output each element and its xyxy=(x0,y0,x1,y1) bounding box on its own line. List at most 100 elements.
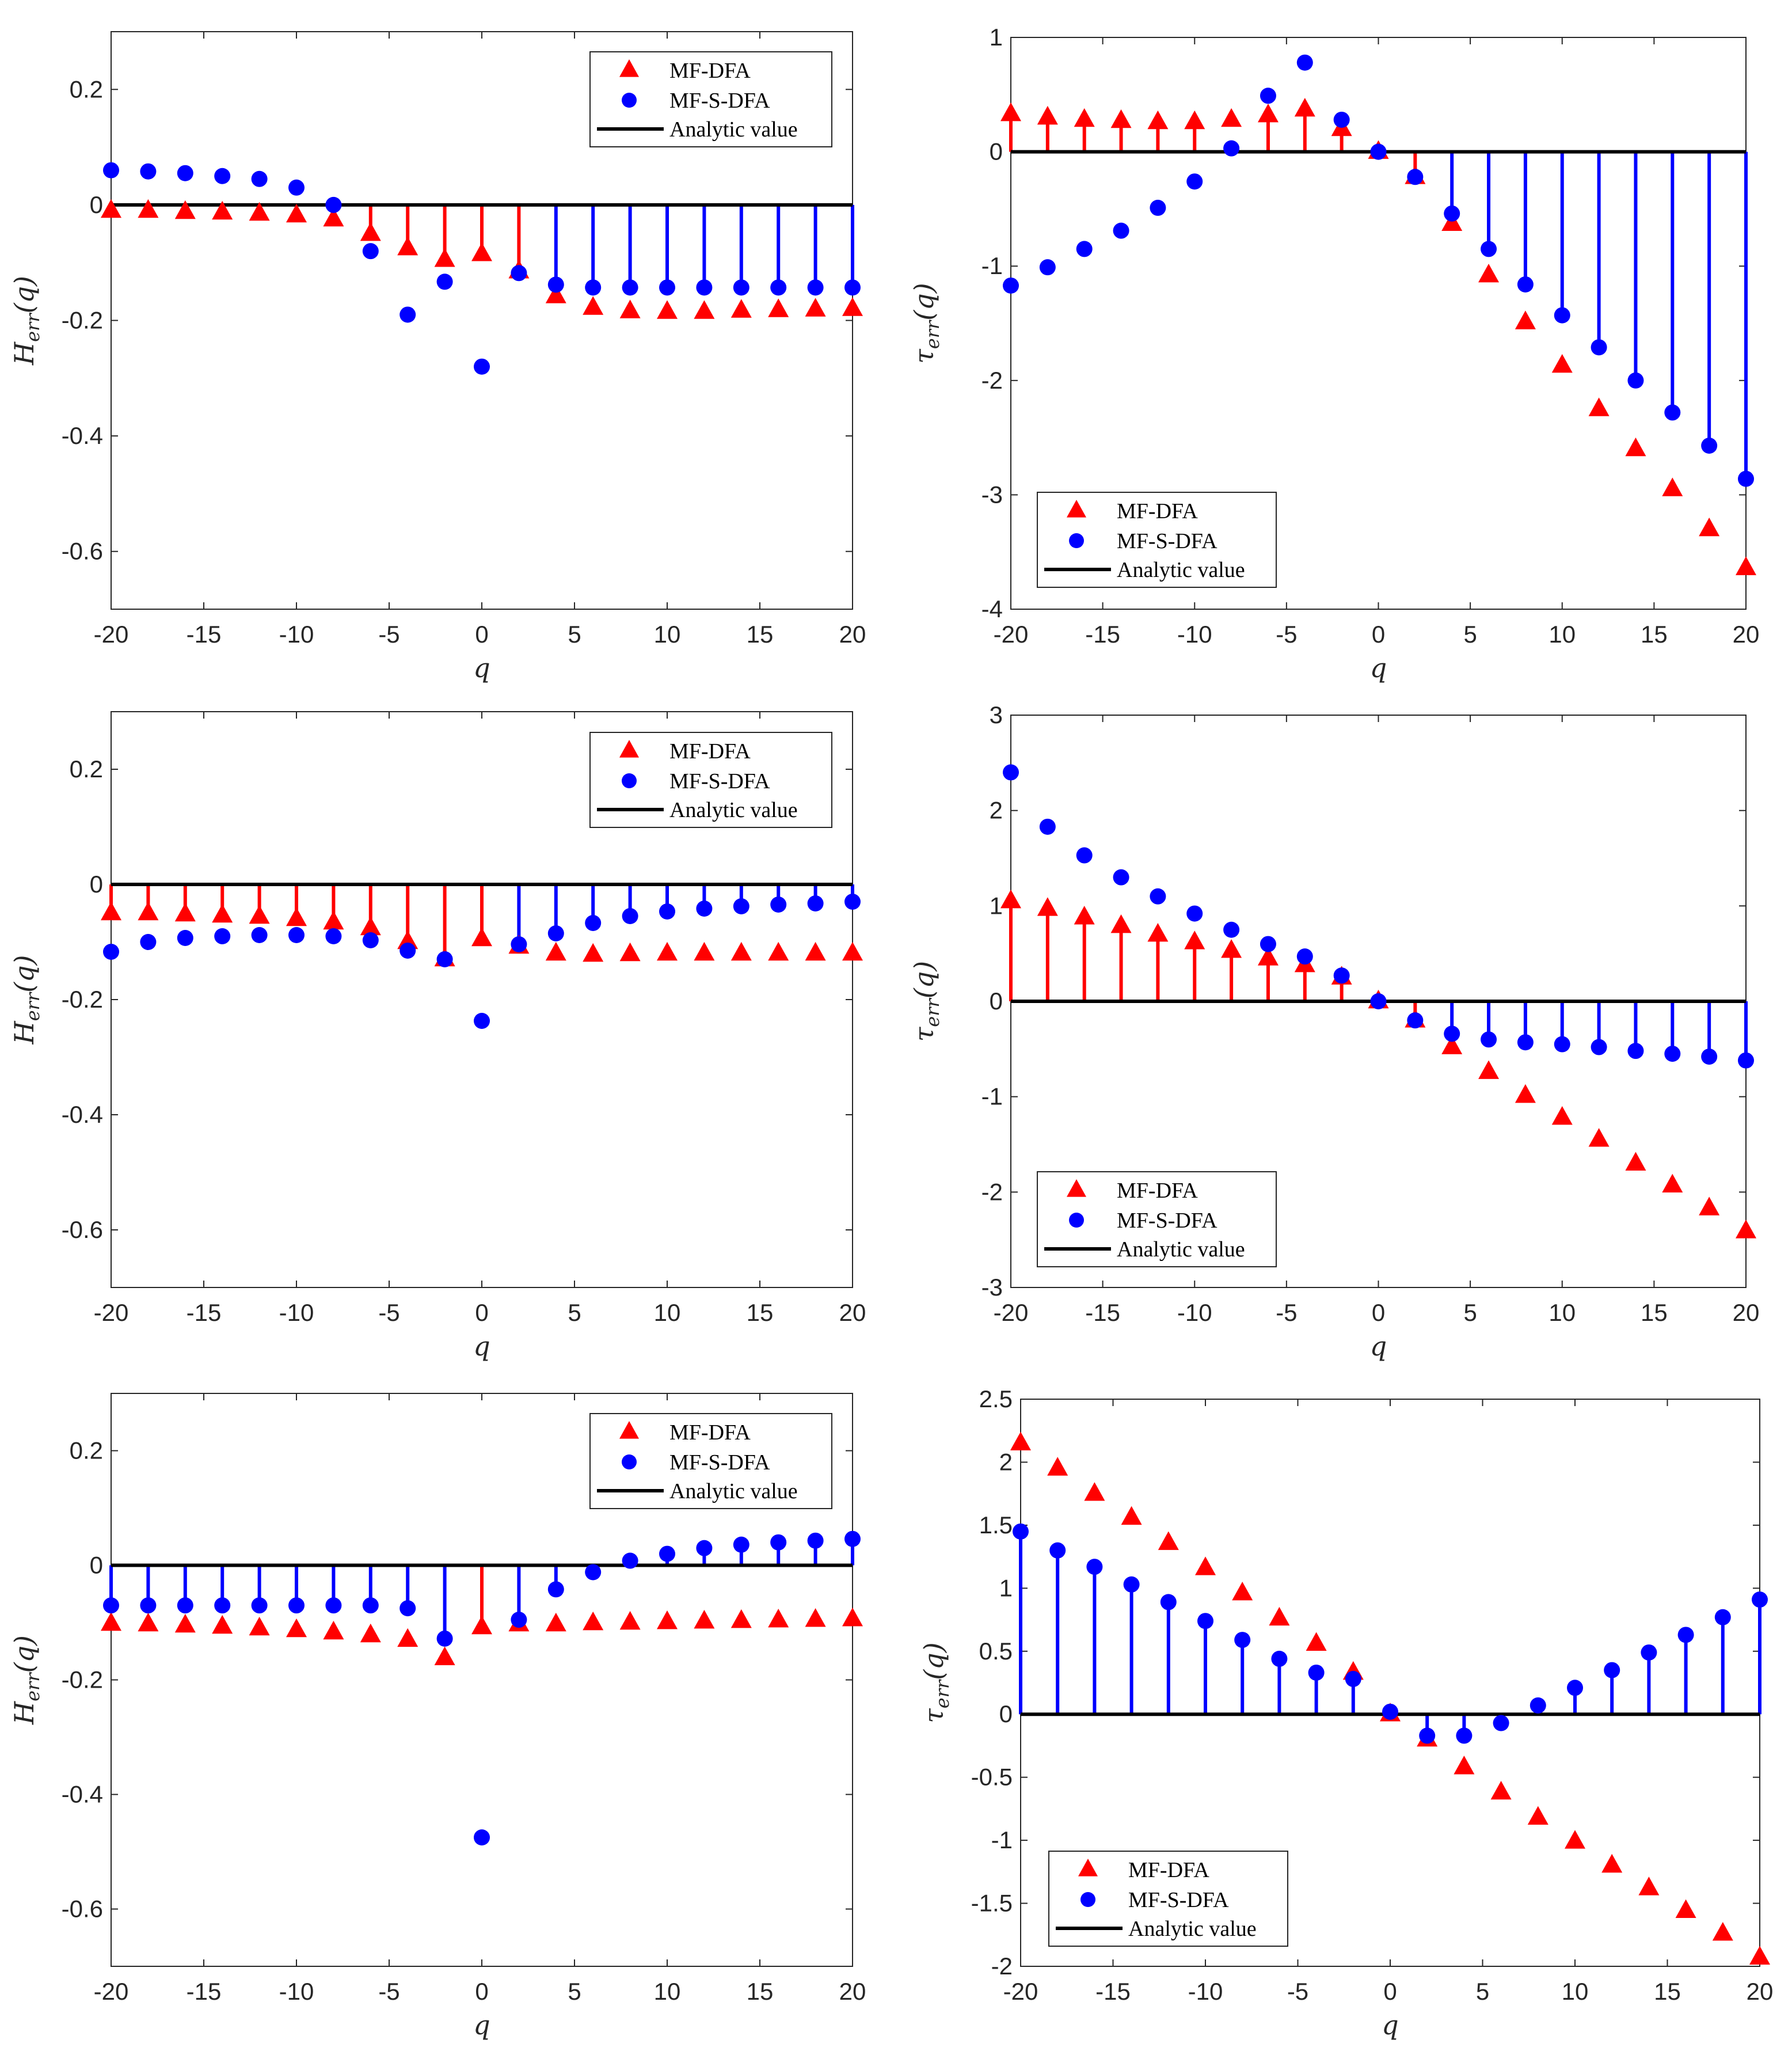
mfsdfa-marker xyxy=(547,1581,564,1598)
legend-label: Analytic value xyxy=(669,798,798,822)
chart-panel-middle-right: -20 -15 -10 -5 0 5 10 15 20-3-2-10123qτerr(q)MF-… xyxy=(908,701,1759,1362)
y-axis-label: τerr(q) xyxy=(918,1642,953,1723)
chart-panel-middle-left: -20 -15 -10 -5 0 5 10 15 20 -0.6 -0.4 -0.2 0 0.2 q Herr… xyxy=(9,711,866,1362)
mfdfa-marker xyxy=(805,298,826,317)
x-tick-label: 15 xyxy=(747,1978,774,2005)
x-tick-label: -20 xyxy=(994,1299,1029,1326)
mfsdfa-marker xyxy=(770,279,787,296)
mfsdfa-marker xyxy=(177,1597,193,1614)
x-tick-label: 0 xyxy=(1383,1978,1397,2005)
mfdfa-marker xyxy=(1037,105,1058,125)
x-tick-label: -10 xyxy=(279,621,314,648)
mfdfa-marker xyxy=(1110,109,1132,128)
mfdfa-marker xyxy=(1147,922,1169,942)
mfsdfa-marker xyxy=(1223,140,1240,157)
mfsdfa-marker xyxy=(1150,888,1166,905)
mfdfa-marker xyxy=(212,1615,233,1634)
mfdfa-marker xyxy=(619,942,641,962)
mfsdfa-marker xyxy=(1013,1523,1029,1540)
x-tick-label: 15 xyxy=(1641,1299,1668,1326)
mfsdfa-marker xyxy=(1260,88,1276,104)
mfdfa-marker xyxy=(619,1610,641,1630)
mfdfa-marker xyxy=(138,1612,159,1632)
mfdfa-marker xyxy=(842,941,863,961)
mfsdfa-marker xyxy=(214,168,231,184)
mfsdfa-marker xyxy=(733,1536,749,1553)
legend: MF-DFA MF-S-DFA Analytic value xyxy=(1037,1171,1277,1267)
x-tick-label: 20 xyxy=(1747,1978,1774,2005)
mfdfa-marker xyxy=(434,1646,455,1666)
legend-label: MF-S-DFA xyxy=(1128,1888,1229,1912)
mfsdfa-marker xyxy=(140,163,157,180)
mfdfa-marker xyxy=(471,927,492,947)
mfdfa-marker xyxy=(1638,1877,1660,1896)
mfsdfa-marker xyxy=(585,279,602,296)
mfdfa-marker xyxy=(1515,1084,1536,1103)
mfsdfa-marker xyxy=(1481,1031,1497,1048)
mfdfa-marker xyxy=(286,203,307,223)
mfdfa-marker xyxy=(842,1607,863,1627)
legend-label: Analytic value xyxy=(1128,1917,1257,1941)
mfsdfa-marker xyxy=(1604,1662,1620,1678)
mfsdfa-marker xyxy=(622,279,638,296)
mfsdfa-marker xyxy=(1591,339,1607,356)
mfdfa-marker xyxy=(249,1616,270,1636)
legend-mfdfa-marker xyxy=(619,740,639,758)
y-tick-label: 1 xyxy=(990,892,1003,919)
y-tick-label: 0 xyxy=(990,987,1003,1015)
mfsdfa-marker xyxy=(436,274,453,290)
mfsdfa-marker xyxy=(251,927,268,943)
mfdfa-marker xyxy=(1037,897,1058,916)
x-tick-label: -10 xyxy=(1177,621,1212,648)
mfsdfa-marker xyxy=(474,358,490,375)
mfdfa-marker xyxy=(545,284,566,303)
x-tick-label: -5 xyxy=(1276,621,1297,648)
mfdfa-marker xyxy=(249,905,270,924)
mfdfa-marker xyxy=(1601,1853,1623,1873)
mfsdfa-marker xyxy=(770,897,787,913)
mfsdfa-marker xyxy=(1296,948,1313,965)
mfdfa-marker xyxy=(1490,1780,1512,1800)
mfsdfa-marker xyxy=(696,1540,713,1556)
y-tick-label: 0 xyxy=(90,191,103,218)
y-axis-label: Herr(q) xyxy=(9,955,44,1045)
mfdfa-marker xyxy=(397,1628,418,1647)
mfsdfa-marker xyxy=(1714,1609,1731,1625)
mfsdfa-marker xyxy=(1076,241,1093,257)
mfdfa-marker xyxy=(1675,1899,1696,1919)
mfsdfa-marker xyxy=(1456,1727,1473,1744)
mfdfa-marker xyxy=(174,200,196,219)
mfsdfa-marker xyxy=(511,1612,527,1628)
mfdfa-marker xyxy=(545,941,566,961)
mfdfa-marker xyxy=(1257,103,1279,123)
x-tick-label: -10 xyxy=(1188,1978,1223,2005)
mfsdfa-marker xyxy=(1345,1670,1361,1687)
mfdfa-marker xyxy=(805,941,826,961)
y-axis-label: τerr(q) xyxy=(908,961,943,1042)
mfdfa-marker xyxy=(694,1609,715,1629)
mfsdfa-marker xyxy=(1123,1576,1140,1593)
y-tick-label: 1 xyxy=(990,24,1003,51)
y-tick-label: 0 xyxy=(999,1700,1013,1727)
legend-mfdfa-marker xyxy=(1078,1859,1098,1877)
mfsdfa-marker xyxy=(1591,1039,1607,1055)
mfsdfa-marker xyxy=(436,951,453,967)
mfdfa-marker xyxy=(694,300,715,319)
mfsdfa-marker xyxy=(1627,372,1644,389)
y-tick-label: -2 xyxy=(981,1178,1003,1205)
mfsdfa-marker xyxy=(400,1600,416,1617)
x-tick-label: -5 xyxy=(378,1299,400,1326)
mfdfa-marker xyxy=(360,222,381,241)
mfsdfa-marker xyxy=(844,279,861,296)
x-tick-label: 10 xyxy=(654,1299,681,1326)
mfdfa-marker xyxy=(174,1613,196,1633)
y-tick-label: -1.5 xyxy=(971,1890,1013,1917)
mfdfa-marker xyxy=(583,1611,604,1631)
mfsdfa-marker xyxy=(325,196,342,213)
chart-panel-bottom-left: -20 -15 -10 -5 0 5 10 15 20 -0.6 -0.4 -0.2 0 0.2 q Herr… xyxy=(9,1393,866,2041)
mfdfa-marker xyxy=(1232,1582,1253,1601)
mfsdfa-marker xyxy=(733,898,749,914)
legend-label: MF-DFA xyxy=(669,1420,751,1445)
x-tick-label: -15 xyxy=(187,1299,222,1326)
x-tick-label: 0 xyxy=(475,621,488,648)
